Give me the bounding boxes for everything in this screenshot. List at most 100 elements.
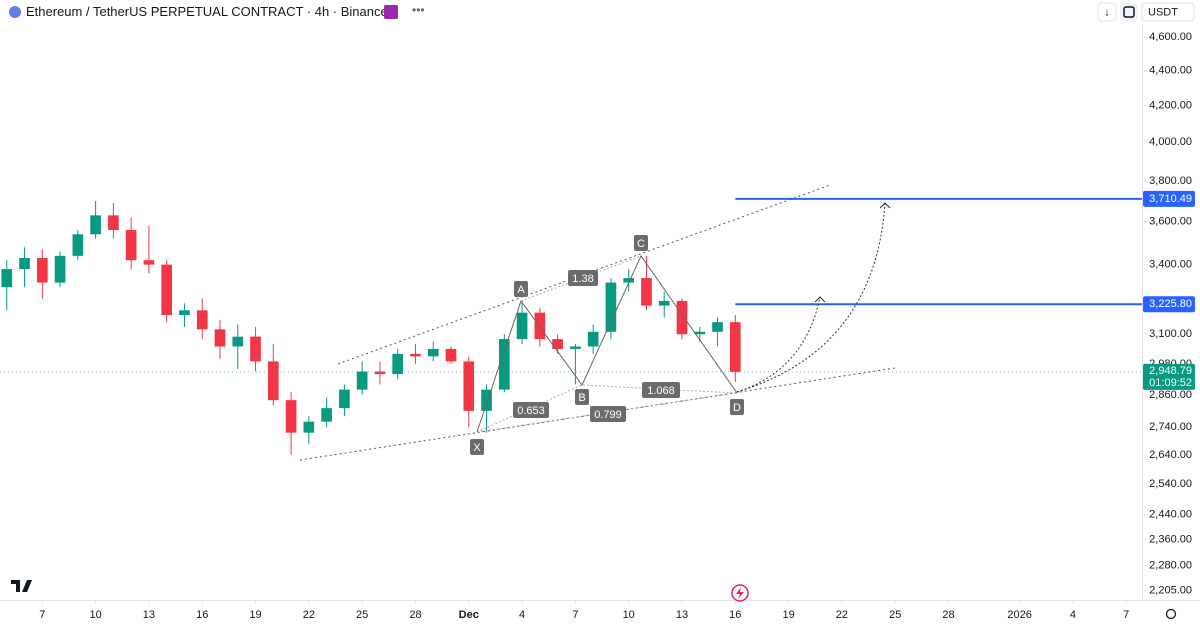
candle-body <box>108 215 119 231</box>
y-tick-label: 2,360.00 <box>1149 533 1192 545</box>
y-tick-label: 3,100.00 <box>1149 328 1192 340</box>
y-tick-label: 2,740.00 <box>1149 421 1192 433</box>
more-icon[interactable]: ••• <box>412 3 425 17</box>
candle-body <box>161 264 173 316</box>
candle-body <box>232 336 244 347</box>
candle-body <box>712 322 723 332</box>
level-label: 3,225.80 <box>1143 296 1195 313</box>
pattern-point: X <box>473 442 481 454</box>
candle-body <box>72 234 84 256</box>
settings-icon[interactable] <box>1165 608 1177 620</box>
level-label: 3,710.49 <box>1143 190 1195 207</box>
x-tick-label: 4 <box>1070 609 1076 621</box>
candle-body <box>321 408 332 422</box>
y-tick-label: 2,540.00 <box>1149 478 1192 490</box>
price-axis <box>1143 0 1200 626</box>
candle-body <box>54 255 66 283</box>
y-tick-label: 2,860.00 <box>1149 389 1192 401</box>
projection-arc <box>736 296 821 393</box>
candle-body <box>570 346 581 349</box>
candle-body <box>587 331 599 347</box>
candle-body <box>676 300 688 335</box>
last-price: 2,948.79 <box>1149 365 1192 377</box>
screen-button[interactable] <box>1120 3 1138 21</box>
x-tick-label: 10 <box>89 609 101 621</box>
candle-body <box>90 215 101 235</box>
pattern-ratio: 1.068 <box>647 385 675 397</box>
symbol-title[interactable]: Ethereum / TetherUS PERPETUAL CONTRACT ·… <box>26 4 388 19</box>
flag-icon[interactable] <box>384 5 398 19</box>
events-bolt <box>736 587 744 599</box>
candle-body <box>303 421 315 433</box>
label-box <box>730 399 744 415</box>
pattern-ratio: 1.38 <box>572 273 593 285</box>
level-box <box>1143 190 1195 207</box>
download-icon: ↓ <box>1104 6 1110 18</box>
label-box <box>514 281 528 297</box>
screen-icon <box>1123 6 1135 18</box>
label-box <box>575 389 589 405</box>
x-tick-label: 22 <box>836 609 848 621</box>
y-tick-label: 2,440.00 <box>1149 508 1192 520</box>
candle-body <box>463 361 475 411</box>
symbol-logo <box>9 6 21 18</box>
candle-body <box>498 339 510 390</box>
candle-body <box>410 353 421 357</box>
x-tick-label: 7 <box>39 609 45 621</box>
candle-body <box>36 258 48 283</box>
label-box <box>634 235 648 251</box>
candle-body <box>214 329 226 347</box>
candle-body <box>729 322 741 372</box>
level-price: 3,225.80 <box>1149 298 1192 310</box>
x-tick-label: 13 <box>143 609 155 621</box>
label-box <box>470 439 484 455</box>
pattern-ratio: 0.653 <box>517 405 545 417</box>
y-tick-label: 2,640.00 <box>1149 449 1192 461</box>
x-tick-label: 22 <box>303 609 315 621</box>
candle-body <box>534 312 546 340</box>
candle-body <box>427 348 439 357</box>
currency-button[interactable] <box>1141 2 1195 22</box>
y-tick-label: 3,400.00 <box>1149 259 1192 271</box>
pattern-point: C <box>637 238 645 250</box>
candle-body <box>143 260 155 265</box>
candle-body <box>658 300 670 306</box>
y-tick-label: 4,000.00 <box>1149 136 1192 148</box>
ratio-box <box>568 270 598 286</box>
x-tick-label: 25 <box>356 609 368 621</box>
candle-body <box>552 339 563 349</box>
level-box <box>1143 296 1195 313</box>
pattern-point: A <box>517 284 525 296</box>
y-tick-label: 4,200.00 <box>1149 99 1192 111</box>
candle-body <box>694 331 706 335</box>
candle-body <box>267 361 279 401</box>
axes: 4,600.00 4,400.00 4,200.00 4,000.00 3,800.00… <box>39 31 1195 621</box>
candle-body <box>196 310 208 330</box>
candle-body <box>516 312 528 340</box>
candle-body <box>250 336 261 362</box>
x-tick-label: 28 <box>409 609 421 621</box>
x-tick-label: 16 <box>729 609 741 621</box>
candle-body <box>1 269 13 288</box>
download-button[interactable] <box>1097 2 1117 22</box>
last-price-box <box>1143 363 1195 390</box>
pattern-ratio: 0.799 <box>594 409 622 421</box>
pattern-labels: X A B C D 1.38 0.653 0.799 1.068 <box>470 235 744 455</box>
candle-body <box>605 282 617 332</box>
candle-body <box>481 389 492 411</box>
logo-mark <box>11 580 32 592</box>
candle-body <box>125 230 137 261</box>
y-tick-label: 4,400.00 <box>1149 64 1192 76</box>
x-tick-label: 16 <box>196 609 208 621</box>
x-tick-label: 2026 <box>1007 609 1031 621</box>
x-tick-label: 7 <box>1123 609 1129 621</box>
tv-logo <box>11 580 32 592</box>
candle-body <box>19 258 30 270</box>
candle-body <box>339 389 350 409</box>
x-tick-label: Dec <box>459 609 479 621</box>
pattern-point: D <box>733 402 741 414</box>
candle-body <box>392 353 404 375</box>
header-bar <box>0 0 1200 24</box>
plot <box>0 197 1142 456</box>
